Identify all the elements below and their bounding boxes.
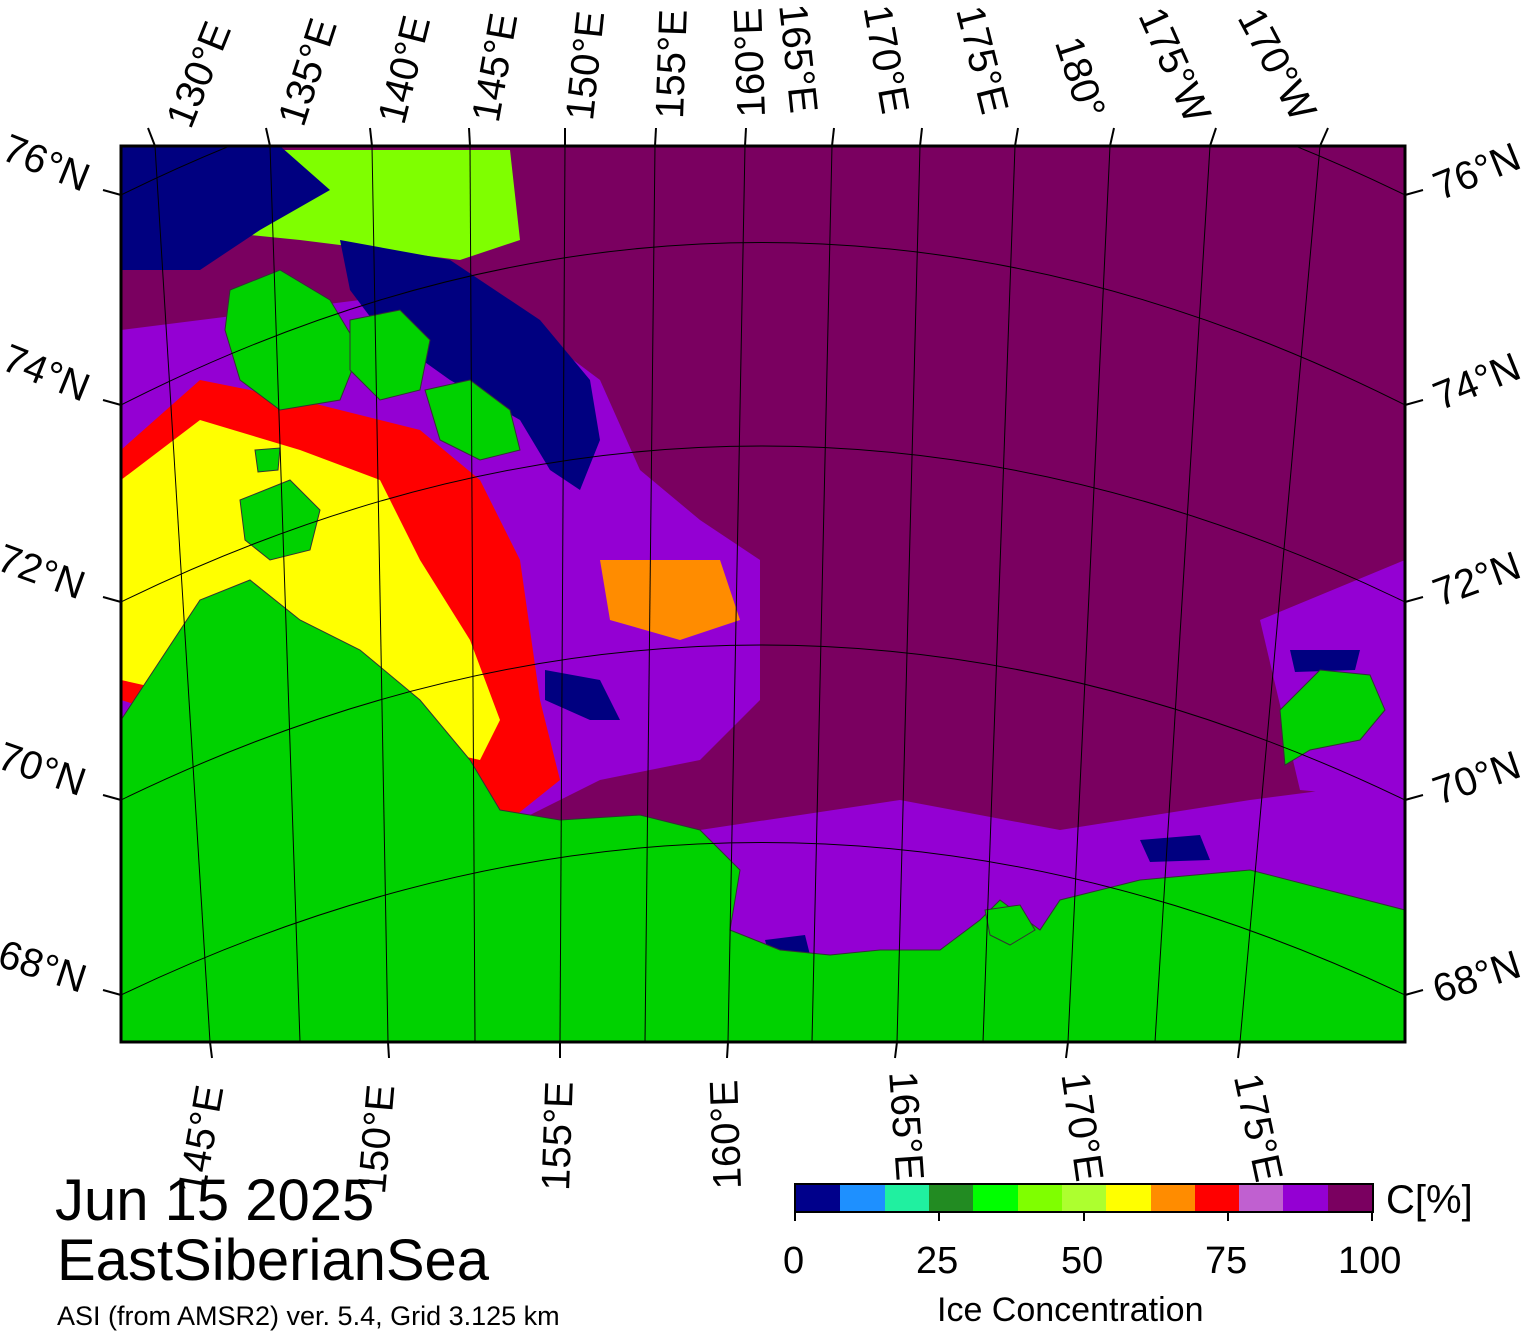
colorbar-segment <box>1150 1185 1195 1211</box>
open-water-wrangel <box>1290 650 1360 672</box>
colorbar-segment <box>928 1185 974 1211</box>
data-source-caption: ASI (from AMSR2) ver. 5.4, Grid 3.125 km <box>57 1301 560 1331</box>
region-title: EastSiberianSea <box>57 1228 490 1293</box>
open-water-nw <box>121 146 330 270</box>
colorbar-tickmark <box>1227 1213 1229 1221</box>
colorbar-segment <box>1106 1185 1151 1211</box>
open-water-lena-polynya <box>340 240 600 490</box>
colorbar-segment <box>1327 1185 1373 1211</box>
tick-marks <box>102 127 1424 1059</box>
lon-label-bottom: 155°E <box>534 1080 582 1192</box>
lon-label-top: 160°E <box>726 7 774 119</box>
open-water-chaun <box>1140 835 1210 862</box>
colorbar-segment <box>1194 1185 1240 1211</box>
colorbar-unit-label: C[%] <box>1386 1178 1473 1222</box>
lon-label-top: 155°E <box>648 8 696 120</box>
colorbar-segment <box>1239 1185 1284 1211</box>
colorbar-title: Ice Concentration <box>937 1291 1204 1329</box>
land-small-island <box>254 447 281 473</box>
map-frame <box>119 144 1407 1044</box>
lon-label-bottom: 165°E <box>880 1069 932 1183</box>
colorbar-segment <box>1283 1185 1328 1211</box>
lon-label-top: 165°E <box>770 1 826 116</box>
open-water-polynya-south <box>545 670 620 720</box>
colorbar <box>794 1183 1374 1213</box>
colorbar-segment <box>884 1185 929 1211</box>
land-faddeyevsky-island <box>424 379 521 461</box>
colorbar-segment <box>1061 1185 1107 1211</box>
colorbar-tickmark <box>794 1213 796 1221</box>
colorbar-tickmark <box>1371 1213 1373 1221</box>
colorbar-segment <box>1017 1185 1062 1211</box>
land-mainland <box>121 579 1405 1042</box>
land-bolshoy-lyakhovsky <box>239 479 321 561</box>
colorbar-tick-label: 0 <box>783 1240 805 1282</box>
colorbar-tick-label: 100 <box>1338 1240 1402 1282</box>
colorbar-tick-label: 75 <box>1205 1240 1248 1282</box>
lon-label-top: 150°E <box>558 8 614 123</box>
graticule <box>121 146 1405 1042</box>
land-new-siberia-island <box>349 309 431 401</box>
colorbar-segment <box>796 1185 841 1211</box>
colorbar-segment <box>973 1185 1018 1211</box>
low-ice-mid <box>600 560 740 640</box>
lon-label-bottom: 160°E <box>702 1079 750 1191</box>
date-title: Jun 15 2025 <box>55 1168 375 1233</box>
colorbar-tickmark <box>938 1213 940 1221</box>
colorbar-tickmark <box>1083 1213 1085 1221</box>
colorbar-tick-label: 50 <box>1061 1240 1104 1282</box>
colorbar-segment <box>840 1185 885 1211</box>
land-ayon-island <box>984 904 1036 946</box>
land-wrangel-island <box>1279 669 1386 766</box>
colorbar-tick-label: 25 <box>916 1240 959 1282</box>
land-kotelny-island <box>224 269 361 411</box>
